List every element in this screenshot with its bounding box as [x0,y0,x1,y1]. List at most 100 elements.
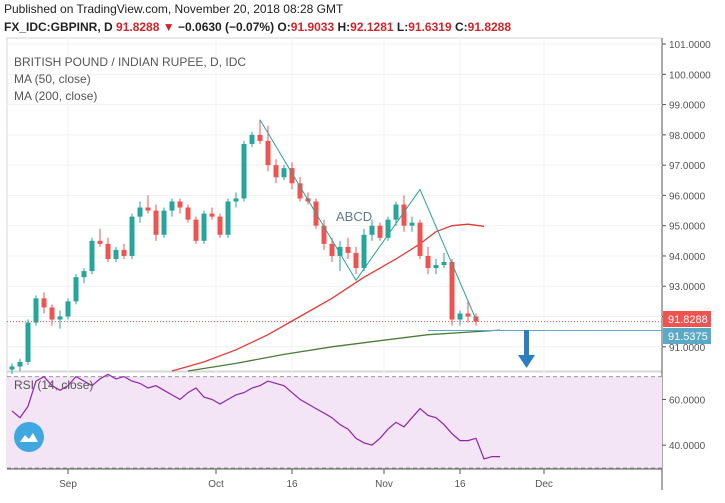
candle-body [41,298,47,308]
candle-body [377,225,383,238]
low-value: 91.6319 [408,20,452,34]
candle-body [33,298,39,323]
time-tick-label: Dec [535,479,553,490]
candle-body [329,243,335,256]
candle-body [17,361,23,367]
rsi-tick-label: 40.0000 [669,441,706,452]
published-line: Published on TradingView.com, November 2… [4,2,344,16]
candle-body [353,252,359,269]
cloud-icon[interactable] [14,422,44,452]
ma50-path [171,223,485,372]
candle-body [9,366,15,370]
change-arrow-icon: ▼ [162,20,175,34]
candle-body [385,219,391,238]
candle-body [25,322,31,362]
candle-body [177,201,183,208]
candle-body [433,265,439,269]
candle-body [345,246,351,253]
target-tag: 91.5375 [668,331,708,343]
change-value: −0.0630 (−0.07%) [178,20,275,34]
time-tick-label: 16 [286,479,298,490]
target-tag-bg [663,328,711,344]
close-label: C: [454,20,468,34]
grid [7,38,662,468]
candle-body [201,213,207,241]
candle-body [193,219,199,241]
candle-body [401,204,407,226]
candle-body [225,201,231,235]
rsi-line [11,373,500,460]
candle-body [441,262,447,266]
candle-body [257,134,263,141]
price-tick-label: 101.0000 [669,40,711,51]
rsi-tick-label: 60.0000 [669,395,706,406]
candle-body [161,210,167,235]
candle-body [465,313,471,317]
candle-body [65,301,71,317]
low-label: L: [396,20,409,34]
candle-body [409,222,415,226]
candle-body [321,225,327,244]
rsi-path [11,373,500,460]
candle-body [417,222,423,256]
candle-body [393,204,399,220]
candle-body [153,210,159,235]
symbol-label: FX_IDC:GBPINR, D [4,20,113,34]
candle-body [97,240,103,244]
candle-body [89,240,95,272]
candle-body [129,216,135,256]
candle-body [449,262,455,320]
time-tick-label: Nov [375,479,393,490]
target-line [7,321,662,332]
price-tick-label: 94.0000 [669,252,706,263]
price-tick-label: 91.0000 [669,343,706,354]
candle-body [473,316,479,322]
price-tick-label: 96.0000 [669,191,706,202]
rsi-axis: 60.0000 40.0000 [662,395,706,452]
rsi-pane-border [6,371,663,469]
candle-body [105,243,111,259]
candle-body [73,277,79,302]
price-tag-bg [663,311,711,327]
rsi-band [7,376,662,469]
main-pane-border [6,37,663,372]
price-tick-label: 99.0000 [669,101,706,112]
candle-body [297,183,303,199]
price-tick-label: 95.0000 [669,222,706,233]
candle-body [305,198,311,202]
legend-ma200: MA (200, close) [14,89,97,103]
candle-body [457,313,463,320]
legend-ma50: MA (50, close) [14,72,91,86]
last-price: 91.8288 [116,20,160,34]
price-axis: 101.0000 100.0000 99.0000 98.0000 97.0000 96.… [662,40,711,354]
candle-body [369,225,375,235]
candle-body [289,168,295,184]
candle-body [361,234,367,269]
candle-body [57,316,63,320]
time-tick-label: Sep [59,479,77,490]
candle-body [169,201,175,211]
ma200-line [187,329,501,372]
candle-body [185,207,191,220]
candle-body [209,213,215,217]
down-arrow-icon [518,330,535,368]
high-label: H: [337,20,351,34]
candle-body [233,198,239,202]
price-tag: 91.8288 [668,314,708,326]
time-axis: Sep Oct 16 Nov 16 Dec [59,469,553,490]
candle-body [265,140,271,166]
legend-title: BRITISH POUND / INDIAN RUPEE, D, IDC [14,55,246,69]
price-tick-label: 92.0000 [669,313,706,324]
candle-body [81,271,87,278]
time-tick-label: 16 [454,479,466,490]
candle-body [313,201,319,226]
candle-body [145,207,151,211]
candle-body [49,307,55,320]
price-tick-label: 97.0000 [669,161,706,172]
ma200-path [187,329,501,372]
legend-rsi: RSI (14, close) [14,378,93,392]
candle-body [249,134,255,144]
candle-body [425,255,431,269]
candles [9,119,479,375]
